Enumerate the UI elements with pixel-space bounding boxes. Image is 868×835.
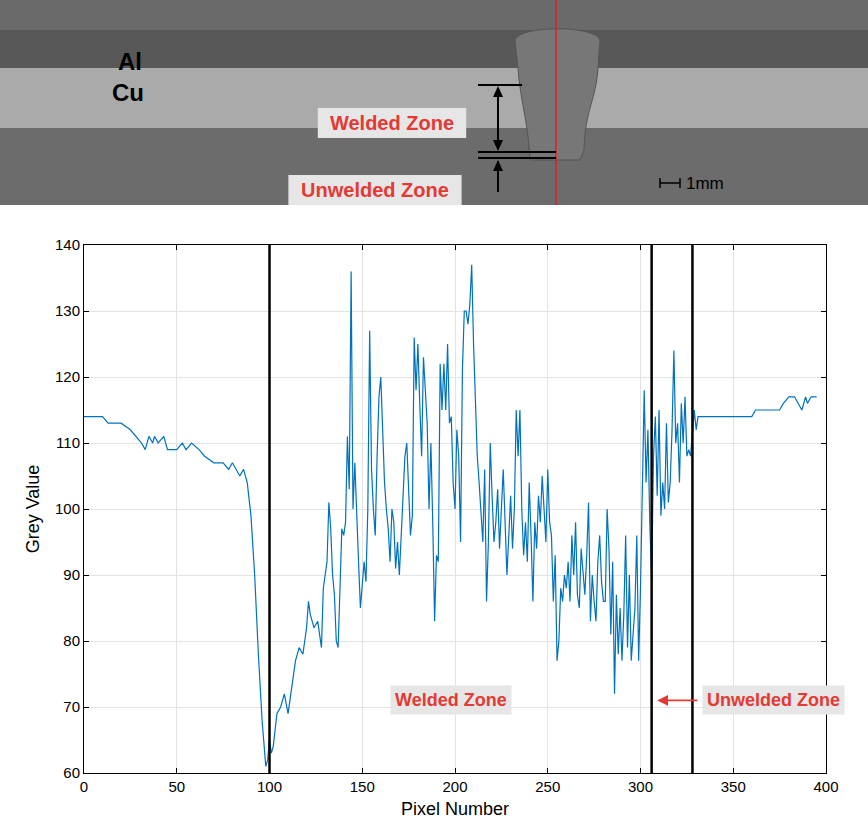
svg-text:Grey Value: Grey Value [23, 465, 43, 554]
svg-text:350: 350 [721, 778, 746, 795]
svg-text:80: 80 [63, 632, 80, 649]
svg-text:70: 70 [63, 698, 80, 715]
svg-text:Welded Zone: Welded Zone [330, 112, 454, 134]
svg-text:50: 50 [168, 778, 185, 795]
svg-text:Cu: Cu [112, 79, 144, 106]
svg-text:Pixel Number: Pixel Number [401, 799, 509, 819]
svg-text:Al: Al [118, 48, 142, 75]
svg-text:90: 90 [63, 566, 80, 583]
svg-text:60: 60 [63, 764, 80, 781]
svg-text:0: 0 [80, 778, 88, 795]
svg-text:300: 300 [628, 778, 653, 795]
svg-text:100: 100 [257, 778, 282, 795]
svg-text:140: 140 [55, 236, 80, 253]
svg-text:110: 110 [56, 434, 80, 451]
svg-text:Welded Zone: Welded Zone [395, 690, 507, 710]
svg-text:130: 130 [55, 302, 80, 319]
svg-text:100: 100 [55, 500, 80, 517]
svg-text:1mm: 1mm [686, 174, 724, 193]
svg-text:Unwelded Zone: Unwelded Zone [301, 179, 449, 201]
svg-text:400: 400 [813, 778, 838, 795]
svg-text:200: 200 [442, 778, 467, 795]
svg-text:250: 250 [535, 778, 560, 795]
svg-text:Unwelded Zone: Unwelded Zone [707, 690, 840, 710]
svg-text:150: 150 [350, 778, 375, 795]
svg-text:120: 120 [55, 368, 80, 385]
